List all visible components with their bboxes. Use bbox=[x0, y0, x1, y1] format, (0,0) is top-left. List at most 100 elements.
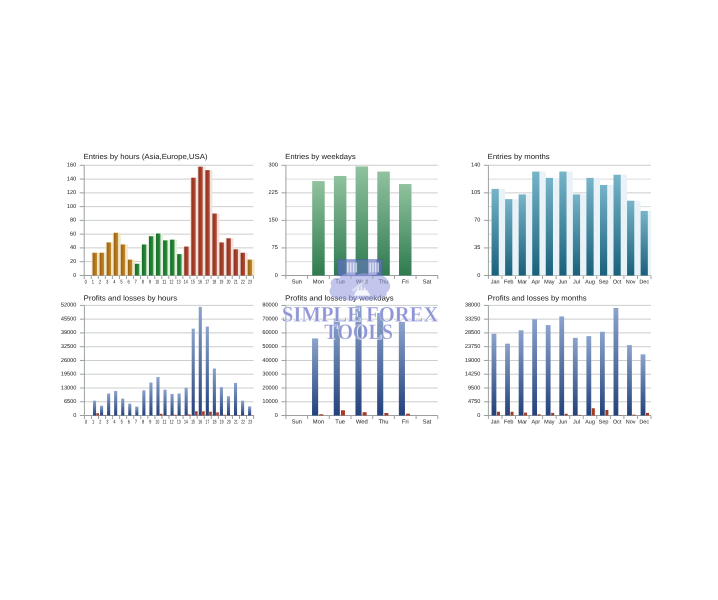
svg-text:7: 7 bbox=[135, 419, 137, 425]
svg-text:26000: 26000 bbox=[61, 358, 77, 364]
svg-text:16: 16 bbox=[198, 279, 202, 285]
svg-text:Mon: Mon bbox=[313, 279, 324, 285]
svg-text:1: 1 bbox=[92, 419, 94, 425]
svg-text:2: 2 bbox=[99, 419, 101, 425]
svg-text:Entries by months: Entries by months bbox=[488, 152, 550, 161]
svg-text:80: 80 bbox=[70, 218, 76, 224]
svg-text:30000: 30000 bbox=[262, 372, 278, 378]
svg-text:Nov: Nov bbox=[626, 279, 636, 285]
svg-text:8: 8 bbox=[142, 279, 144, 285]
svg-text:19000: 19000 bbox=[465, 358, 481, 364]
svg-text:4: 4 bbox=[113, 279, 115, 285]
svg-text:Sep: Sep bbox=[599, 279, 609, 285]
svg-text:Profits and losses by months: Profits and losses by months bbox=[488, 293, 587, 302]
svg-text:13000: 13000 bbox=[61, 385, 77, 391]
svg-text:Mon: Mon bbox=[313, 419, 324, 425]
svg-text:Wed: Wed bbox=[356, 418, 368, 425]
svg-text:Dec: Dec bbox=[639, 279, 649, 285]
svg-text:11: 11 bbox=[163, 419, 167, 425]
svg-text:Jul: Jul bbox=[573, 279, 580, 285]
svg-text:45500: 45500 bbox=[61, 316, 77, 322]
svg-text:22: 22 bbox=[241, 279, 245, 285]
svg-text:0: 0 bbox=[477, 273, 480, 279]
svg-text:19: 19 bbox=[219, 279, 223, 285]
svg-text:60000: 60000 bbox=[262, 330, 278, 336]
svg-text:May: May bbox=[544, 419, 555, 425]
svg-text:18: 18 bbox=[212, 279, 216, 285]
svg-text:14: 14 bbox=[184, 419, 188, 425]
svg-text:21: 21 bbox=[234, 279, 238, 285]
svg-text:9: 9 bbox=[149, 419, 151, 425]
svg-text:Apr: Apr bbox=[532, 419, 541, 425]
svg-text:15: 15 bbox=[191, 419, 195, 425]
svg-text:0: 0 bbox=[73, 273, 76, 279]
svg-text:19500: 19500 bbox=[61, 372, 77, 378]
svg-text:35: 35 bbox=[474, 245, 480, 251]
svg-text:Sep: Sep bbox=[599, 419, 609, 425]
svg-text:0: 0 bbox=[73, 413, 76, 419]
svg-text:140: 140 bbox=[471, 163, 480, 169]
svg-text:15: 15 bbox=[191, 279, 195, 285]
svg-text:17: 17 bbox=[205, 279, 209, 285]
svg-text:0: 0 bbox=[85, 279, 87, 285]
svg-text:0: 0 bbox=[275, 273, 278, 279]
svg-text:2: 2 bbox=[99, 279, 101, 285]
svg-text:Mar: Mar bbox=[518, 419, 528, 425]
svg-text:Feb: Feb bbox=[504, 419, 513, 425]
svg-text:13: 13 bbox=[177, 419, 181, 425]
svg-text:23: 23 bbox=[248, 279, 252, 285]
svg-text:TOOLS: TOOLS bbox=[324, 319, 393, 344]
svg-text:5: 5 bbox=[120, 279, 122, 285]
svg-text:40: 40 bbox=[70, 245, 76, 251]
svg-text:19: 19 bbox=[220, 419, 224, 425]
svg-text:Feb: Feb bbox=[504, 279, 513, 285]
svg-text:7: 7 bbox=[135, 279, 137, 285]
svg-text:5: 5 bbox=[121, 419, 123, 425]
svg-text:22: 22 bbox=[241, 419, 245, 425]
svg-text:Entries by hours (Asia,Europe,: Entries by hours (Asia,Europe,USA) bbox=[84, 152, 208, 161]
svg-text:TOOLS: TOOLS bbox=[324, 319, 393, 344]
svg-text:3: 3 bbox=[106, 279, 108, 285]
svg-text:3: 3 bbox=[106, 419, 108, 425]
svg-text:33250: 33250 bbox=[465, 316, 481, 322]
svg-text:9500: 9500 bbox=[468, 385, 480, 391]
svg-text:50000: 50000 bbox=[262, 344, 278, 350]
svg-text:16: 16 bbox=[198, 419, 202, 425]
svg-text:TOOLS: TOOLS bbox=[325, 320, 394, 345]
svg-text:4750: 4750 bbox=[468, 399, 480, 405]
svg-text:Sun: Sun bbox=[292, 418, 302, 425]
svg-text:Entries by weekdays: Entries by weekdays bbox=[285, 152, 356, 161]
svg-text:13: 13 bbox=[177, 279, 181, 285]
svg-text:14: 14 bbox=[184, 279, 188, 285]
svg-text:18: 18 bbox=[213, 419, 217, 425]
svg-text:21: 21 bbox=[234, 419, 238, 425]
svg-text:Profits and losses by hours: Profits and losses by hours bbox=[84, 293, 178, 302]
svg-text:0: 0 bbox=[477, 413, 480, 419]
svg-text:May: May bbox=[544, 279, 555, 285]
svg-text:Fri: Fri bbox=[402, 418, 409, 425]
svg-text:Nov: Nov bbox=[626, 419, 636, 425]
svg-text:Jun: Jun bbox=[558, 419, 567, 425]
svg-text:SIMPLE FOREX: SIMPLE FOREX bbox=[282, 301, 439, 326]
svg-text:6: 6 bbox=[128, 279, 130, 285]
svg-text:11: 11 bbox=[162, 279, 166, 285]
svg-text:Jul: Jul bbox=[573, 419, 580, 425]
svg-text:Jun: Jun bbox=[558, 279, 567, 285]
svg-text:8: 8 bbox=[142, 419, 144, 425]
svg-text:Aug: Aug bbox=[585, 419, 595, 425]
svg-text:6: 6 bbox=[128, 419, 130, 425]
svg-text:80000: 80000 bbox=[262, 303, 278, 309]
svg-text:Jan: Jan bbox=[491, 279, 500, 285]
svg-text:20: 20 bbox=[70, 259, 76, 265]
svg-text:Oct: Oct bbox=[613, 279, 622, 285]
svg-text:225: 225 bbox=[269, 190, 278, 196]
svg-text:SIMPLE FOREX: SIMPLE FOREX bbox=[282, 301, 439, 326]
svg-text:14250: 14250 bbox=[465, 372, 481, 378]
svg-text:100: 100 bbox=[67, 204, 76, 210]
svg-text:160: 160 bbox=[67, 163, 76, 169]
svg-text:20: 20 bbox=[227, 419, 231, 425]
svg-text:Dec: Dec bbox=[639, 419, 649, 425]
svg-text:Thu: Thu bbox=[379, 418, 389, 425]
svg-text:6500: 6500 bbox=[64, 399, 76, 405]
svg-text:12: 12 bbox=[170, 419, 174, 425]
